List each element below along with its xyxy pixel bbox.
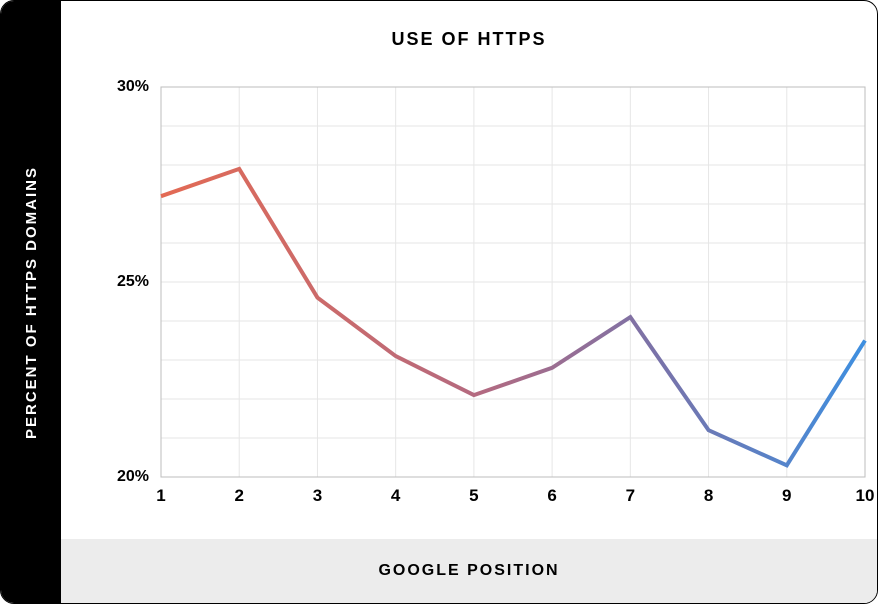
svg-text:1: 1 — [156, 486, 165, 505]
svg-text:9: 9 — [782, 486, 791, 505]
svg-text:20%: 20% — [117, 468, 149, 485]
svg-text:3: 3 — [313, 486, 322, 505]
svg-text:10: 10 — [856, 486, 875, 505]
grid — [161, 87, 865, 477]
svg-text:7: 7 — [626, 486, 635, 505]
series-line — [161, 169, 865, 465]
svg-text:8: 8 — [704, 486, 713, 505]
x-axis-band: GOOGLE POSITION — [61, 539, 877, 603]
svg-text:4: 4 — [391, 486, 401, 505]
svg-text:2: 2 — [234, 486, 243, 505]
svg-text:30%: 30% — [117, 78, 149, 95]
y-axis-band: PERCENT OF HTTPS DOMAINS — [1, 1, 61, 603]
plot-area: 20% 25% 30% 1 2 3 4 5 6 7 8 9 10 — [61, 1, 877, 539]
y-axis-label: PERCENT OF HTTPS DOMAINS — [23, 165, 40, 438]
svg-text:6: 6 — [547, 486, 556, 505]
svg-text:25%: 25% — [117, 273, 149, 290]
y-ticks: 20% 25% 30% — [117, 78, 149, 485]
chart-card: PERCENT OF HTTPS DOMAINS USE OF HTTPS 20… — [0, 0, 878, 604]
x-axis-label: GOOGLE POSITION — [378, 562, 559, 580]
x-ticks: 1 2 3 4 5 6 7 8 9 10 — [156, 486, 874, 505]
svg-text:5: 5 — [469, 486, 478, 505]
plot-svg: 20% 25% 30% 1 2 3 4 5 6 7 8 9 10 — [61, 1, 878, 541]
